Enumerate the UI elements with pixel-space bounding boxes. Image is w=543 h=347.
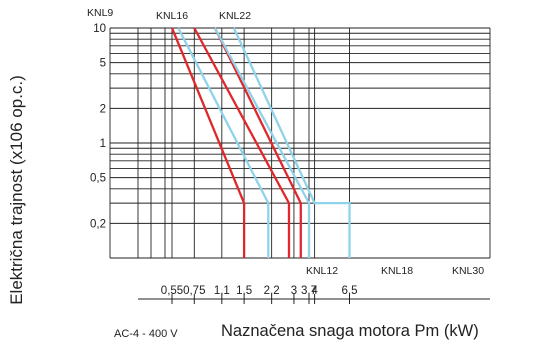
x-tick-label: 0,55 xyxy=(161,285,183,297)
x-tick-label: 2,2 xyxy=(264,285,280,297)
y-tick-label: 10 xyxy=(93,23,106,35)
x-tick-label: 0,75 xyxy=(183,285,205,297)
series-label-knl22: KNL22 xyxy=(219,10,251,22)
x-tick-label: 1,5 xyxy=(236,285,252,297)
y-tick-label: 1 xyxy=(100,138,106,150)
series-label-knl18: KNL18 xyxy=(381,265,413,277)
series-label-knl16: KNL16 xyxy=(156,10,188,22)
series-label-knl9: KNL9 xyxy=(87,7,113,19)
series-label-knl12: KNL12 xyxy=(306,265,338,277)
y-tick-label: 5 xyxy=(100,58,106,70)
y-axis-label: Električna trajnost (x106 op.c.) xyxy=(7,75,26,305)
y-tick-label: 0,2 xyxy=(90,218,106,230)
y-tick-label: 0,5 xyxy=(90,173,106,185)
x-tick-label: 3 xyxy=(291,285,297,297)
y-tick-label: 2 xyxy=(100,103,106,115)
series-label-knl30: KNL30 xyxy=(452,265,484,277)
x-tick-label: 6,5 xyxy=(342,285,358,297)
x-axis-label: Naznačena snaga motora Pm (kW) xyxy=(221,322,479,340)
x-tick-label: 4 xyxy=(311,285,318,297)
condition-label: AC-4 - 400 V xyxy=(114,328,178,340)
x-tick-label: 1,1 xyxy=(214,285,230,297)
